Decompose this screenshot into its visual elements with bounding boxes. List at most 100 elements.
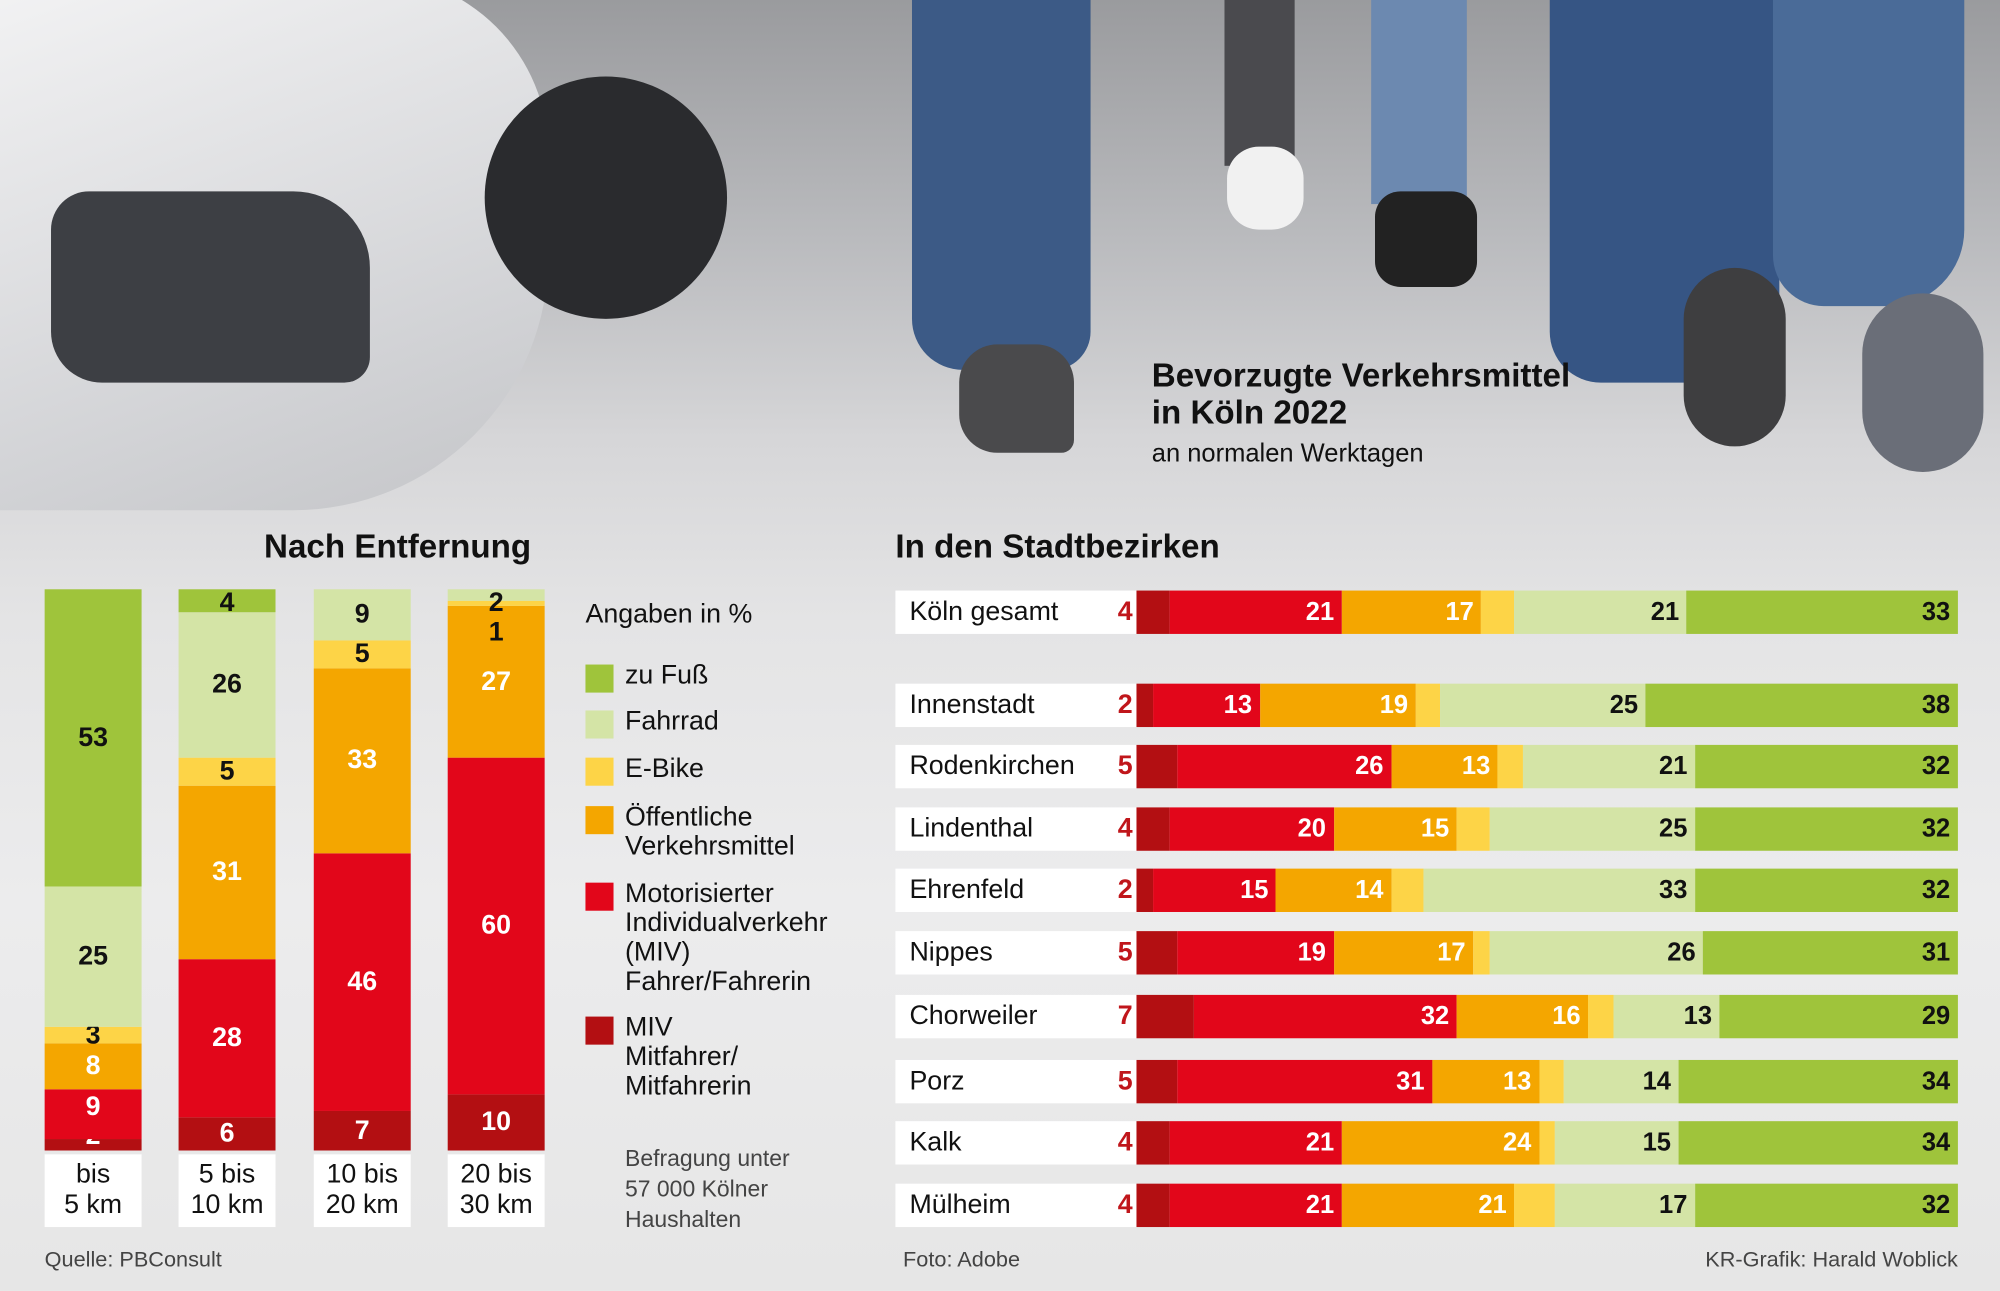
bar-segment-fahrrad	[1522, 744, 1696, 789]
distance-bar: 10 60 27 1 2	[447, 589, 545, 1151]
data-label: 60	[481, 910, 512, 941]
photo-leg	[1224, 0, 1295, 166]
legend-label-miv_mitfahrer: MIV Mitfahrer/ Mitfahrerin	[624, 1012, 752, 1101]
legend-label-e_bike: E-Bike	[624, 753, 704, 784]
photo-shoe	[959, 344, 1074, 453]
legend-swatch-miv_mitfahrer	[585, 1016, 614, 1045]
category-label: bis 5 km	[44, 1154, 142, 1228]
bar-segment-e_bike	[178, 757, 276, 786]
data-label: 53	[78, 722, 108, 753]
main-title-line-2: in Köln 2022	[1151, 392, 1348, 432]
bar-segment-zu_fuss	[1678, 1059, 1958, 1104]
district-name: Nippes	[895, 931, 1137, 975]
bar-segment-miv_fahrer	[1177, 931, 1334, 975]
bar-segment-miv_mitfahrer	[44, 1139, 142, 1151]
district-name: Ehrenfeld	[895, 868, 1137, 912]
bar-segment-fahrrad	[1489, 931, 1704, 975]
data-label: 26	[212, 669, 242, 699]
category-label: 10 bis 20 km	[313, 1154, 411, 1228]
data-label: 9	[85, 1091, 101, 1122]
data-label: 8	[85, 1051, 101, 1081]
bar-segment-zu_fuss	[1719, 994, 1958, 1039]
legend-label-miv_fahrer: Motorisierter Individualverkehr (MIV) Fa…	[624, 878, 828, 997]
photo-car-light	[51, 191, 370, 383]
bar-segment-oepnv	[1341, 1121, 1539, 1165]
district-row: Innenstadt2131932538	[895, 683, 1958, 728]
bar-segment-miv_fahrer	[1152, 683, 1260, 728]
legend-label-zu_fuss: zu Fuß	[624, 660, 709, 691]
data-label-miv-mitfahrer: 4	[1117, 596, 1133, 627]
district-name: Innenstadt	[895, 683, 1137, 728]
bar-segment-e_bike	[1481, 590, 1515, 634]
bar-segment-fahrrad	[1563, 1059, 1679, 1104]
district-bar: 321631329	[1136, 994, 1958, 1039]
district-chart-title: In den Stadtbezirken	[895, 526, 1220, 566]
data-label: 13	[1461, 752, 1491, 781]
bar-segment-miv_mitfahrer	[313, 1111, 411, 1151]
bar-segment-miv_fahrer	[1193, 994, 1457, 1039]
photo-leg	[911, 0, 1091, 370]
district-name: Rodenkirchen	[895, 744, 1137, 789]
bar-segment-miv_fahrer	[1169, 590, 1342, 634]
distance-bar: 7 46 33 5 9	[313, 589, 411, 1151]
data-label: 14	[1642, 1067, 1671, 1096]
data-label: 17	[1659, 1191, 1688, 1220]
data-label: 13	[1502, 1067, 1532, 1096]
bar-segment-oepnv	[1276, 868, 1392, 912]
bar-segment-fahrrad	[1423, 868, 1696, 912]
data-label: 20	[1297, 815, 1326, 844]
legend-label-fahrrad: Fahrrad	[624, 706, 719, 736]
data-label: 29	[1921, 1002, 1951, 1031]
data-label: 31	[1921, 938, 1951, 967]
district-bar: 261332132	[1136, 744, 1958, 789]
bar-segment-fahrrad	[1440, 683, 1646, 728]
data-label: 24	[1502, 1128, 1532, 1157]
data-label: 13	[1683, 1002, 1713, 1031]
bar-segment-zu_fuss	[1645, 683, 1958, 728]
data-label: 33	[1659, 876, 1688, 905]
bar-segment-e_bike	[1538, 1059, 1564, 1104]
district-row: Köln gesamt4211742133	[895, 590, 1958, 634]
data-label: 28	[212, 1022, 242, 1053]
district-bar: 212151732	[1136, 1183, 1958, 1228]
data-label: 3	[85, 1020, 101, 1050]
data-label: 32	[1921, 876, 1951, 905]
bar-segment-miv_fahrer	[1152, 868, 1277, 912]
bar-segment-zu_fuss	[1695, 868, 1958, 912]
bar-segment-e_bike	[1415, 683, 1441, 728]
bar-segment-zu_fuss	[1678, 1121, 1958, 1165]
bar-segment-miv_mitfahrer	[1136, 931, 1178, 975]
bar-segment-miv_mitfahrer	[1136, 1183, 1170, 1228]
data-label: 21	[1650, 598, 1680, 627]
data-label: 19	[1297, 938, 1326, 967]
photo-shoe	[1374, 191, 1478, 287]
graphic-credit: KR-Grafik: Harald Woblick	[1705, 1247, 1958, 1272]
district-name: Chorweiler	[895, 994, 1137, 1039]
data-label-miv-mitfahrer: 4	[1117, 813, 1133, 844]
district-name: Lindenthal	[895, 807, 1137, 851]
data-label: 21	[1305, 598, 1335, 627]
data-label: 21	[1305, 1191, 1335, 1220]
bar-segment-miv_fahrer	[1169, 1183, 1342, 1228]
bar-segment-oepnv	[178, 785, 276, 960]
photo-shoe	[1862, 293, 1984, 472]
data-label-miv-mitfahrer: 4	[1117, 1127, 1133, 1157]
data-label-miv-mitfahrer: 2	[1117, 874, 1133, 905]
bar-segment-fahrrad	[178, 611, 276, 758]
bar-segment-oepnv	[44, 1043, 142, 1089]
bar-segment-fahrrad	[1612, 994, 1720, 1039]
distance-bar: 6 28 31 5 26 4	[178, 589, 276, 1151]
bar-segment-e_bike	[1391, 868, 1424, 912]
district-row: Chorweiler7321631329	[895, 994, 1958, 1039]
bar-segment-oepnv	[1259, 683, 1416, 728]
photo-credit: Foto: Adobe	[903, 1247, 1021, 1272]
bar-segment-zu_fuss	[1686, 590, 1958, 634]
data-label: 9	[354, 599, 370, 629]
bar-segment-miv_mitfahrer	[1136, 590, 1170, 634]
district-bar: 201542532	[1136, 807, 1958, 851]
data-label: 17	[1445, 598, 1474, 627]
photo-shoe	[1227, 146, 1304, 230]
data-label-miv-mitfahrer: 5	[1117, 1066, 1133, 1096]
bar-segment-miv_mitfahrer	[1136, 994, 1194, 1039]
